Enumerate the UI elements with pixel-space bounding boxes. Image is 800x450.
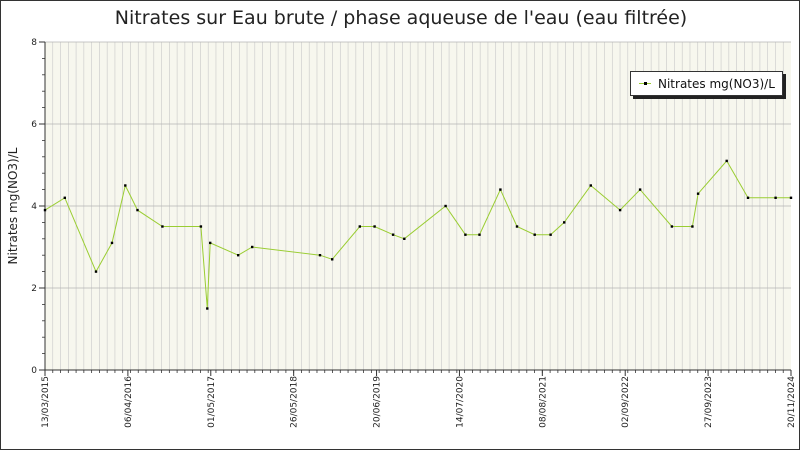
data-point bbox=[774, 196, 777, 199]
data-point bbox=[691, 225, 694, 228]
x-tick-label: 20/11/2024 bbox=[787, 376, 797, 428]
data-point bbox=[618, 208, 622, 212]
x-tick-label: 14/07/2020 bbox=[455, 376, 465, 428]
data-point bbox=[209, 241, 212, 245]
y-axis-label: Nitrates mg(NO3)/L bbox=[6, 147, 20, 264]
data-point bbox=[94, 270, 98, 273]
x-tick-label: 26/05/2018 bbox=[290, 376, 300, 428]
data-point bbox=[549, 233, 552, 236]
x-tick-label: 01/05/2017 bbox=[207, 376, 217, 428]
data-point bbox=[670, 225, 674, 228]
grid-lines bbox=[45, 41, 791, 371]
data-point bbox=[43, 208, 47, 212]
legend: Nitrates mg(NO3)/L bbox=[630, 71, 783, 96]
y-tick-label: 6 bbox=[31, 120, 37, 130]
y-tick-label: 4 bbox=[31, 202, 37, 212]
data-point bbox=[638, 188, 642, 191]
data-point bbox=[237, 254, 240, 257]
data-point bbox=[251, 245, 254, 249]
data-point bbox=[515, 225, 519, 228]
x-tick-label: 08/08/2021 bbox=[538, 376, 548, 428]
legend-label: Nitrates mg(NO3)/L bbox=[658, 76, 775, 91]
data-point bbox=[403, 237, 406, 240]
data-point bbox=[746, 196, 750, 199]
data-point bbox=[725, 159, 728, 163]
data-point bbox=[318, 254, 322, 257]
chart-title: Nitrates sur Eau brute / phase aqueuse d… bbox=[114, 7, 688, 29]
x-tick-label: 02/09/2022 bbox=[621, 376, 631, 428]
data-point bbox=[533, 233, 536, 236]
data-point bbox=[464, 233, 467, 236]
data-point bbox=[563, 221, 566, 224]
data-point bbox=[391, 233, 395, 236]
data-point bbox=[696, 192, 700, 195]
x-axis-ticks: 13/03/2015 06/04/2016 01/05/2017 26/05/2018… bbox=[41, 370, 797, 428]
x-tick-label: 13/03/2015 bbox=[41, 376, 51, 428]
y-tick-label: 2 bbox=[31, 284, 37, 294]
y-axis-ticks: 0 2 4 6 8 bbox=[31, 38, 45, 376]
data-point bbox=[63, 196, 66, 199]
data-point bbox=[358, 225, 361, 228]
data-point bbox=[331, 258, 334, 261]
series-line bbox=[44, 160, 791, 309]
data-point bbox=[444, 204, 447, 208]
data-point bbox=[199, 225, 203, 228]
data-point bbox=[161, 225, 164, 228]
x-tick-label: 06/04/2016 bbox=[124, 376, 134, 428]
y-tick-label: 8 bbox=[31, 38, 37, 48]
data-point bbox=[589, 184, 592, 187]
data-point bbox=[499, 188, 502, 191]
data-point bbox=[136, 208, 139, 212]
data-point bbox=[373, 225, 376, 228]
y-tick-label: 0 bbox=[31, 366, 37, 376]
data-point bbox=[110, 241, 114, 245]
legend-line-marker-icon bbox=[639, 78, 651, 90]
data-point bbox=[124, 184, 127, 187]
data-point bbox=[478, 233, 481, 236]
data-point bbox=[789, 196, 793, 199]
data-point bbox=[206, 307, 209, 310]
x-tick-label: 20/06/2019 bbox=[373, 376, 383, 428]
series-layer bbox=[43, 159, 793, 310]
x-tick-label: 27/09/2023 bbox=[704, 376, 714, 428]
